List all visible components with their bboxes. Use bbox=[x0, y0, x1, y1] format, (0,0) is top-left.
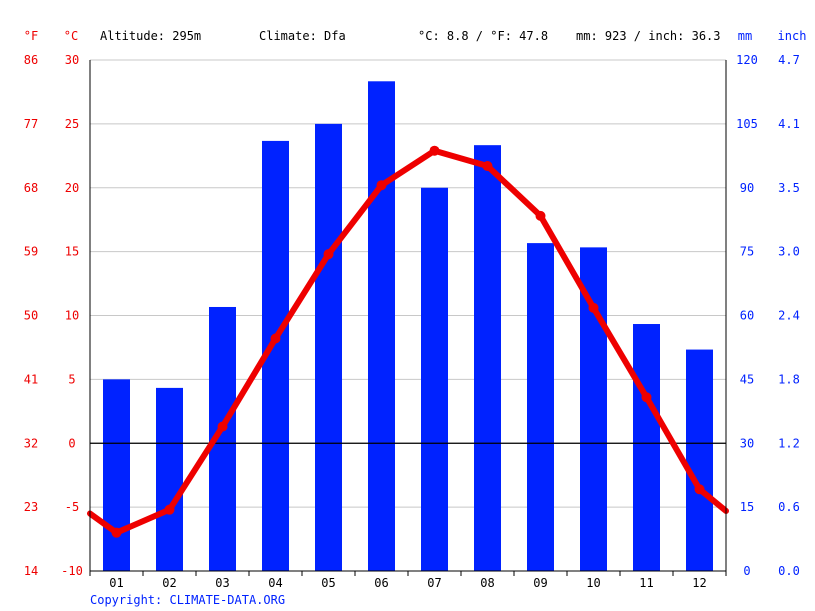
fahrenheit-tick-label: 68 bbox=[24, 181, 38, 195]
unit-inch-label: inch bbox=[778, 29, 807, 43]
precipitation-bar bbox=[315, 123, 342, 571]
month-tick-label: 05 bbox=[321, 576, 335, 590]
celsius-tick-label: -10 bbox=[61, 564, 83, 578]
fahrenheit-tick-label: 77 bbox=[24, 117, 38, 131]
fahrenheit-tick-label: 23 bbox=[24, 500, 38, 514]
temperature-point bbox=[641, 392, 652, 403]
inch-tick-label: 4.7 bbox=[778, 53, 800, 67]
unit-mm-label: mm bbox=[738, 29, 752, 43]
celsius-tick-label: 15 bbox=[65, 245, 79, 259]
avg-temp-label: °C: 8.8 / °F: 47.8 bbox=[418, 29, 548, 43]
inch-tick-label: 3.0 bbox=[778, 245, 800, 259]
fahrenheit-tick-label: 86 bbox=[24, 53, 38, 67]
month-tick-label: 12 bbox=[692, 576, 706, 590]
copyright-link[interactable]: Copyright: CLIMATE-DATA.ORG bbox=[90, 593, 285, 607]
mm-tick-label: 0 bbox=[743, 564, 750, 578]
temperature-point bbox=[111, 527, 122, 538]
fahrenheit-tick-label: 59 bbox=[24, 245, 38, 259]
fahrenheit-tick-label: 32 bbox=[24, 436, 38, 450]
inch-tick-label: 3.5 bbox=[778, 181, 800, 195]
month-tick-label: 02 bbox=[162, 576, 176, 590]
celsius-tick-label: -5 bbox=[65, 500, 79, 514]
precipitation-bar bbox=[686, 349, 713, 571]
month-tick-label: 07 bbox=[427, 576, 441, 590]
precipitation-bar bbox=[633, 324, 660, 571]
mm-tick-label: 30 bbox=[740, 436, 754, 450]
chart-header: °F °C Altitude: 295m Climate: Dfa °C: 8.… bbox=[24, 29, 807, 43]
mm-tick-label: 60 bbox=[740, 309, 754, 323]
inch-tick-label: 1.8 bbox=[778, 372, 800, 386]
month-tick-label: 08 bbox=[480, 576, 494, 590]
temperature-point bbox=[588, 302, 599, 313]
mm-tick-label: 120 bbox=[736, 53, 758, 67]
celsius-tick-label: 5 bbox=[68, 372, 75, 386]
mm-tick-label: 75 bbox=[740, 245, 754, 259]
precipitation-bar bbox=[156, 387, 183, 571]
inch-tick-label: 0.6 bbox=[778, 500, 800, 514]
inch-tick-label: 0.0 bbox=[778, 564, 800, 578]
temperature-point bbox=[535, 210, 546, 221]
celsius-tick-label: 10 bbox=[65, 309, 79, 323]
temperature-point bbox=[694, 484, 705, 495]
precipitation-bar bbox=[527, 243, 554, 571]
grid-lines bbox=[90, 59, 726, 572]
precipitation-bar bbox=[103, 379, 130, 571]
temperature-point bbox=[323, 249, 334, 260]
temperature-point bbox=[164, 504, 175, 515]
month-tick-label: 09 bbox=[533, 576, 547, 590]
mm-tick-label: 15 bbox=[740, 500, 754, 514]
precipitation-bar bbox=[580, 247, 607, 571]
month-tick-label: 04 bbox=[268, 576, 282, 590]
axes bbox=[89, 60, 727, 576]
axis-labels: 14 -10 0 0.023 -5 15 0.632 0 30 1.241 5 45 1.850 10 60… bbox=[24, 53, 800, 590]
temperature-point bbox=[429, 145, 440, 156]
mm-tick-label: 105 bbox=[736, 117, 758, 131]
temperature-point bbox=[270, 333, 281, 344]
inch-tick-label: 4.1 bbox=[778, 117, 800, 131]
fahrenheit-tick-label: 41 bbox=[24, 372, 38, 386]
precipitation-bar bbox=[421, 187, 448, 571]
precip-total-label: mm: 923 / inch: 36.3 bbox=[576, 29, 721, 43]
inch-tick-label: 1.2 bbox=[778, 436, 800, 450]
precipitation-bar bbox=[474, 145, 501, 571]
precipitation-bar bbox=[368, 81, 395, 572]
celsius-tick-label: 0 bbox=[68, 436, 75, 450]
month-tick-label: 10 bbox=[586, 576, 600, 590]
temperature-point bbox=[482, 161, 493, 172]
celsius-tick-label: 30 bbox=[65, 53, 79, 67]
altitude-label: Altitude: 295m bbox=[100, 29, 201, 43]
month-tick-label: 11 bbox=[639, 576, 653, 590]
celsius-tick-label: 25 bbox=[65, 117, 79, 131]
fahrenheit-tick-label: 50 bbox=[24, 309, 38, 323]
month-tick-label: 06 bbox=[374, 576, 388, 590]
inch-tick-label: 2.4 bbox=[778, 309, 800, 323]
temperature-point bbox=[376, 180, 387, 191]
mm-tick-label: 45 bbox=[740, 372, 754, 386]
month-tick-label: 03 bbox=[215, 576, 229, 590]
temperature-line-group bbox=[87, 145, 729, 538]
temperature-line bbox=[87, 147, 729, 536]
precipitation-bars bbox=[103, 81, 713, 572]
temperature-point bbox=[217, 421, 228, 432]
unit-celsius-label: °C bbox=[64, 29, 78, 43]
month-tick-label: 01 bbox=[109, 576, 123, 590]
climate-label: Climate: Dfa bbox=[259, 29, 346, 43]
unit-fahrenheit-label: °F bbox=[24, 29, 38, 43]
mm-tick-label: 90 bbox=[740, 181, 754, 195]
fahrenheit-tick-label: 14 bbox=[24, 564, 38, 578]
celsius-tick-label: 20 bbox=[65, 181, 79, 195]
